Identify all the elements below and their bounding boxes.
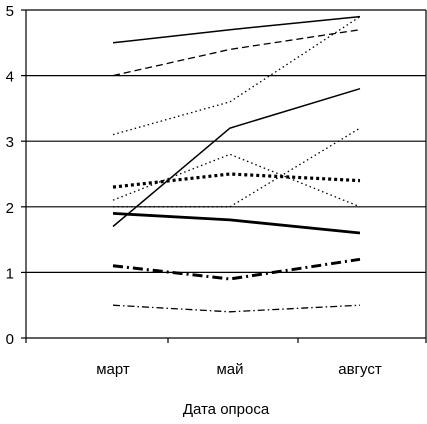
series-lines (112, 15, 361, 313)
y-tick-label: 5 (6, 3, 14, 20)
y-tick-label: 3 (6, 134, 14, 151)
axes (21, 9, 427, 343)
series-line-5 (112, 153, 361, 208)
x-tick-labels: март май август (96, 361, 382, 378)
series-line-3 (112, 16, 361, 136)
gridlines (26, 9, 426, 273)
x-tick-label: август (338, 361, 382, 378)
y-tick-label: 1 (6, 265, 14, 282)
x-axis-title: Дата опроса (183, 401, 270, 418)
series-line-4 (112, 87, 361, 228)
series-line-1 (112, 15, 361, 44)
y-tick-label: 2 (6, 200, 14, 217)
series-line-7 (112, 172, 361, 189)
y-tick-label: 4 (6, 69, 14, 86)
series-line-10 (112, 304, 361, 313)
y-tick-label: 0 (6, 331, 14, 348)
y-tick-labels: 0 1 2 3 4 5 (6, 3, 14, 348)
x-tick-label: март (96, 361, 130, 378)
series-line-9 (112, 257, 361, 281)
series-line-6 (113, 127, 361, 208)
series-line-2 (112, 29, 361, 77)
series-line-8 (112, 212, 361, 235)
x-tick-label: май (216, 361, 243, 378)
